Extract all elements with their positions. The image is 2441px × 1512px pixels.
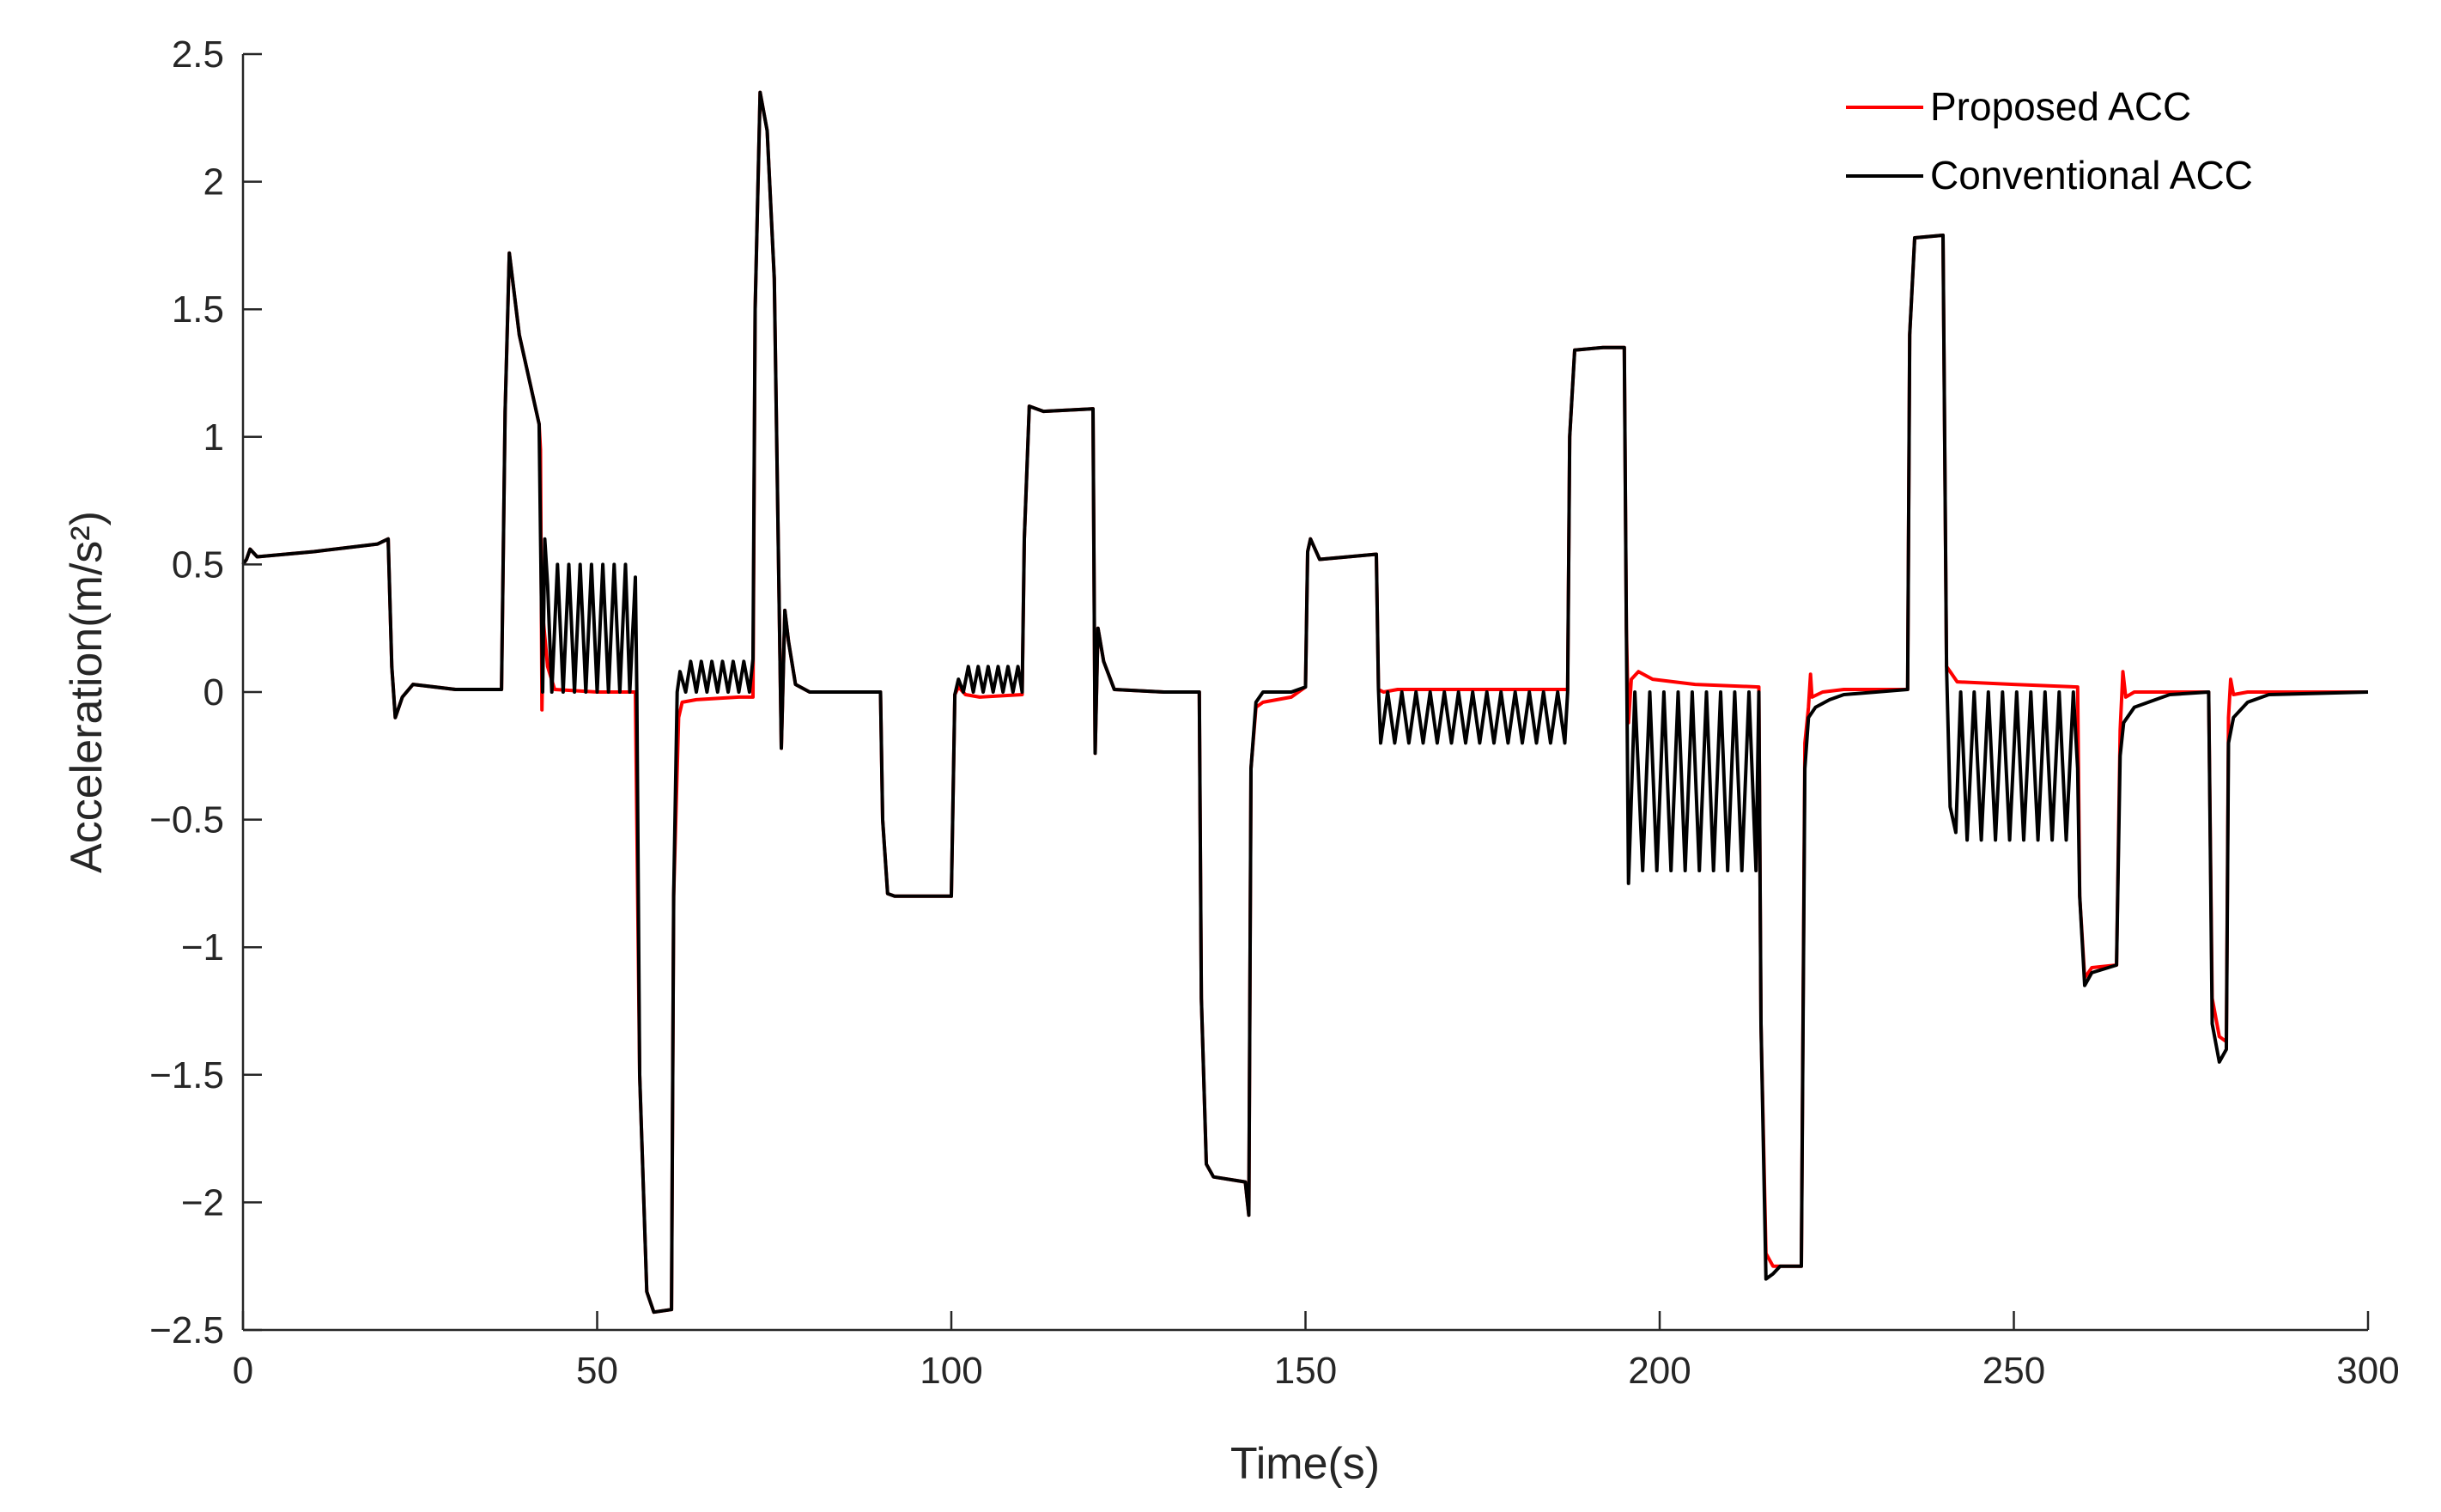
x-tick-label: 300 <box>2336 1350 2399 1392</box>
y-axis-title: Acceleration(m/s²) <box>62 511 112 873</box>
series-line-conventional-acc <box>241 90 2369 1315</box>
x-tick-label: 0 <box>233 1350 253 1392</box>
x-tick-label: 50 <box>576 1350 618 1392</box>
y-tick-label: 1.5 <box>172 288 224 331</box>
y-tick-label: 1 <box>203 416 224 458</box>
y-tick-label: −2 <box>181 1181 224 1224</box>
y-tick-label: −1 <box>181 926 224 969</box>
x-tick-label: 200 <box>1628 1350 1691 1392</box>
y-tick-label: 0.5 <box>172 543 224 586</box>
y-ticks: 2.5 2 1.5 1 0.5 0 −0.5 −1 −1.5 −2 −2.5 <box>149 33 262 1351</box>
y-tick-label: −0.5 <box>149 799 224 841</box>
y-tick-label: 0 <box>203 671 224 713</box>
y-tick-label: 2.5 <box>172 33 224 76</box>
x-ticks: 0 50 100 150 200 250 300 <box>233 1311 2400 1392</box>
legend-label-proposed-acc: Proposed ACC <box>1930 84 2191 129</box>
legend: Proposed ACC Conventional ACC <box>1846 84 2253 197</box>
x-tick-label: 250 <box>1983 1350 2045 1392</box>
y-tick-label: 2 <box>203 161 224 203</box>
x-axis-title: Time(s) <box>1230 1439 1380 1489</box>
x-tick-label: 150 <box>1274 1350 1337 1392</box>
y-tick-label: −2.5 <box>149 1309 224 1351</box>
series-layer <box>241 90 2369 1315</box>
legend-label-conventional-acc: Conventional ACC <box>1930 153 2253 197</box>
y-tick-label: −1.5 <box>149 1054 224 1096</box>
x-tick-label: 100 <box>920 1350 982 1392</box>
